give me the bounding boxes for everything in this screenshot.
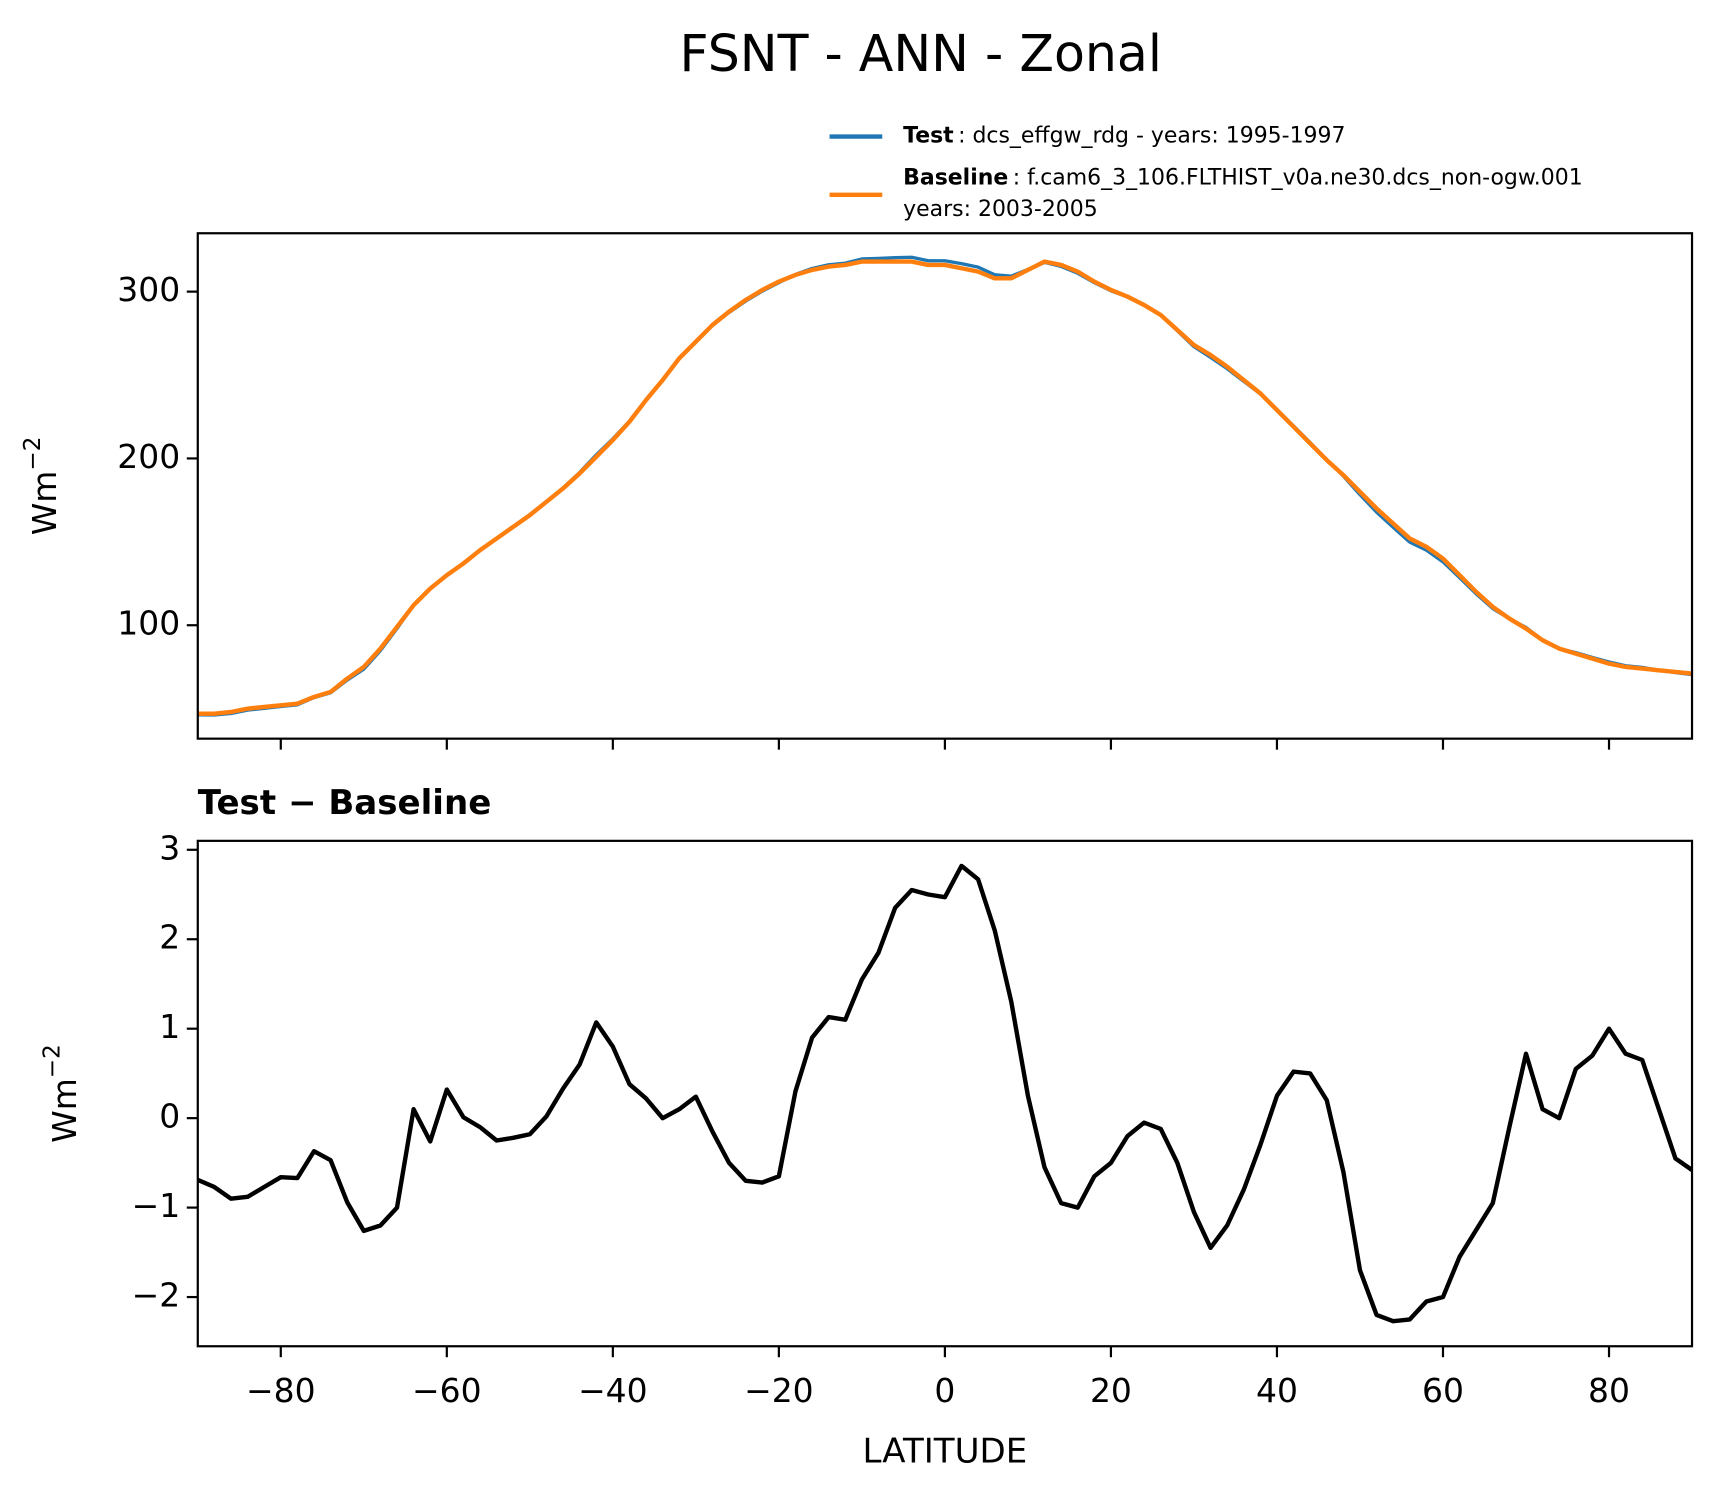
data-line [197, 255, 1693, 717]
legend-name: Baseline [903, 165, 1008, 190]
y-tick-label: 300 [117, 270, 180, 309]
y-tick-label: 2 [159, 918, 180, 957]
legend-description: years: 2003-2005 [903, 197, 1098, 222]
y-axis-label: Wm−2 [39, 1044, 83, 1143]
legend-label: years: 2003-2005 [903, 197, 1098, 222]
x-tick-label: 0 [934, 1371, 955, 1410]
y-tick-label: 0 [159, 1097, 180, 1136]
axes-frame [196, 839, 1694, 1348]
x-axis-label: LATITUDE [863, 1431, 1028, 1471]
x-tick-label: 40 [1256, 1371, 1298, 1410]
x-tick-label: 20 [1090, 1371, 1132, 1410]
y-tick-label: 3 [159, 828, 180, 867]
data-line [197, 863, 1693, 1324]
x-tick-label: 60 [1422, 1371, 1464, 1410]
axes-frame [196, 232, 1694, 740]
y-tick-label: −2 [132, 1276, 181, 1315]
y-tick-label: 200 [117, 437, 180, 476]
legend-label: Test: dcs_effgw_rdg - years: 1995-1997 [903, 124, 1345, 149]
legend-description: : f.cam6_3_106.FLTHIST_v0a.ne30.dcs_non-… [1013, 165, 1583, 190]
y-tick-label: 1 [159, 1007, 180, 1046]
legend-description: : dcs_effgw_rdg - years: 1995-1997 [958, 124, 1345, 149]
legend-label: Baseline: f.cam6_3_106.FLTHIST_v0a.ne30.… [903, 165, 1583, 190]
data-line [197, 259, 1693, 716]
y-label-base: Wm [44, 1078, 83, 1143]
legend-name: Test [903, 124, 954, 149]
y-axis-label: Wm−2 [19, 437, 63, 536]
y-label-sup: −2 [39, 1044, 65, 1078]
x-tick-label: −80 [246, 1371, 316, 1410]
x-tick-label: −20 [744, 1371, 814, 1410]
x-tick-label: 80 [1588, 1371, 1630, 1410]
chart-title: FSNT - ANN - Zonal [680, 24, 1162, 83]
y-label-base: Wm [25, 471, 64, 536]
subplot-title: Test − Baseline [198, 783, 492, 823]
y-label-sup: −2 [19, 437, 45, 471]
x-tick-label: −40 [578, 1371, 648, 1410]
y-tick-label: 100 [117, 604, 180, 643]
x-tick-label: −60 [412, 1371, 482, 1410]
y-tick-label: −1 [132, 1186, 181, 1225]
